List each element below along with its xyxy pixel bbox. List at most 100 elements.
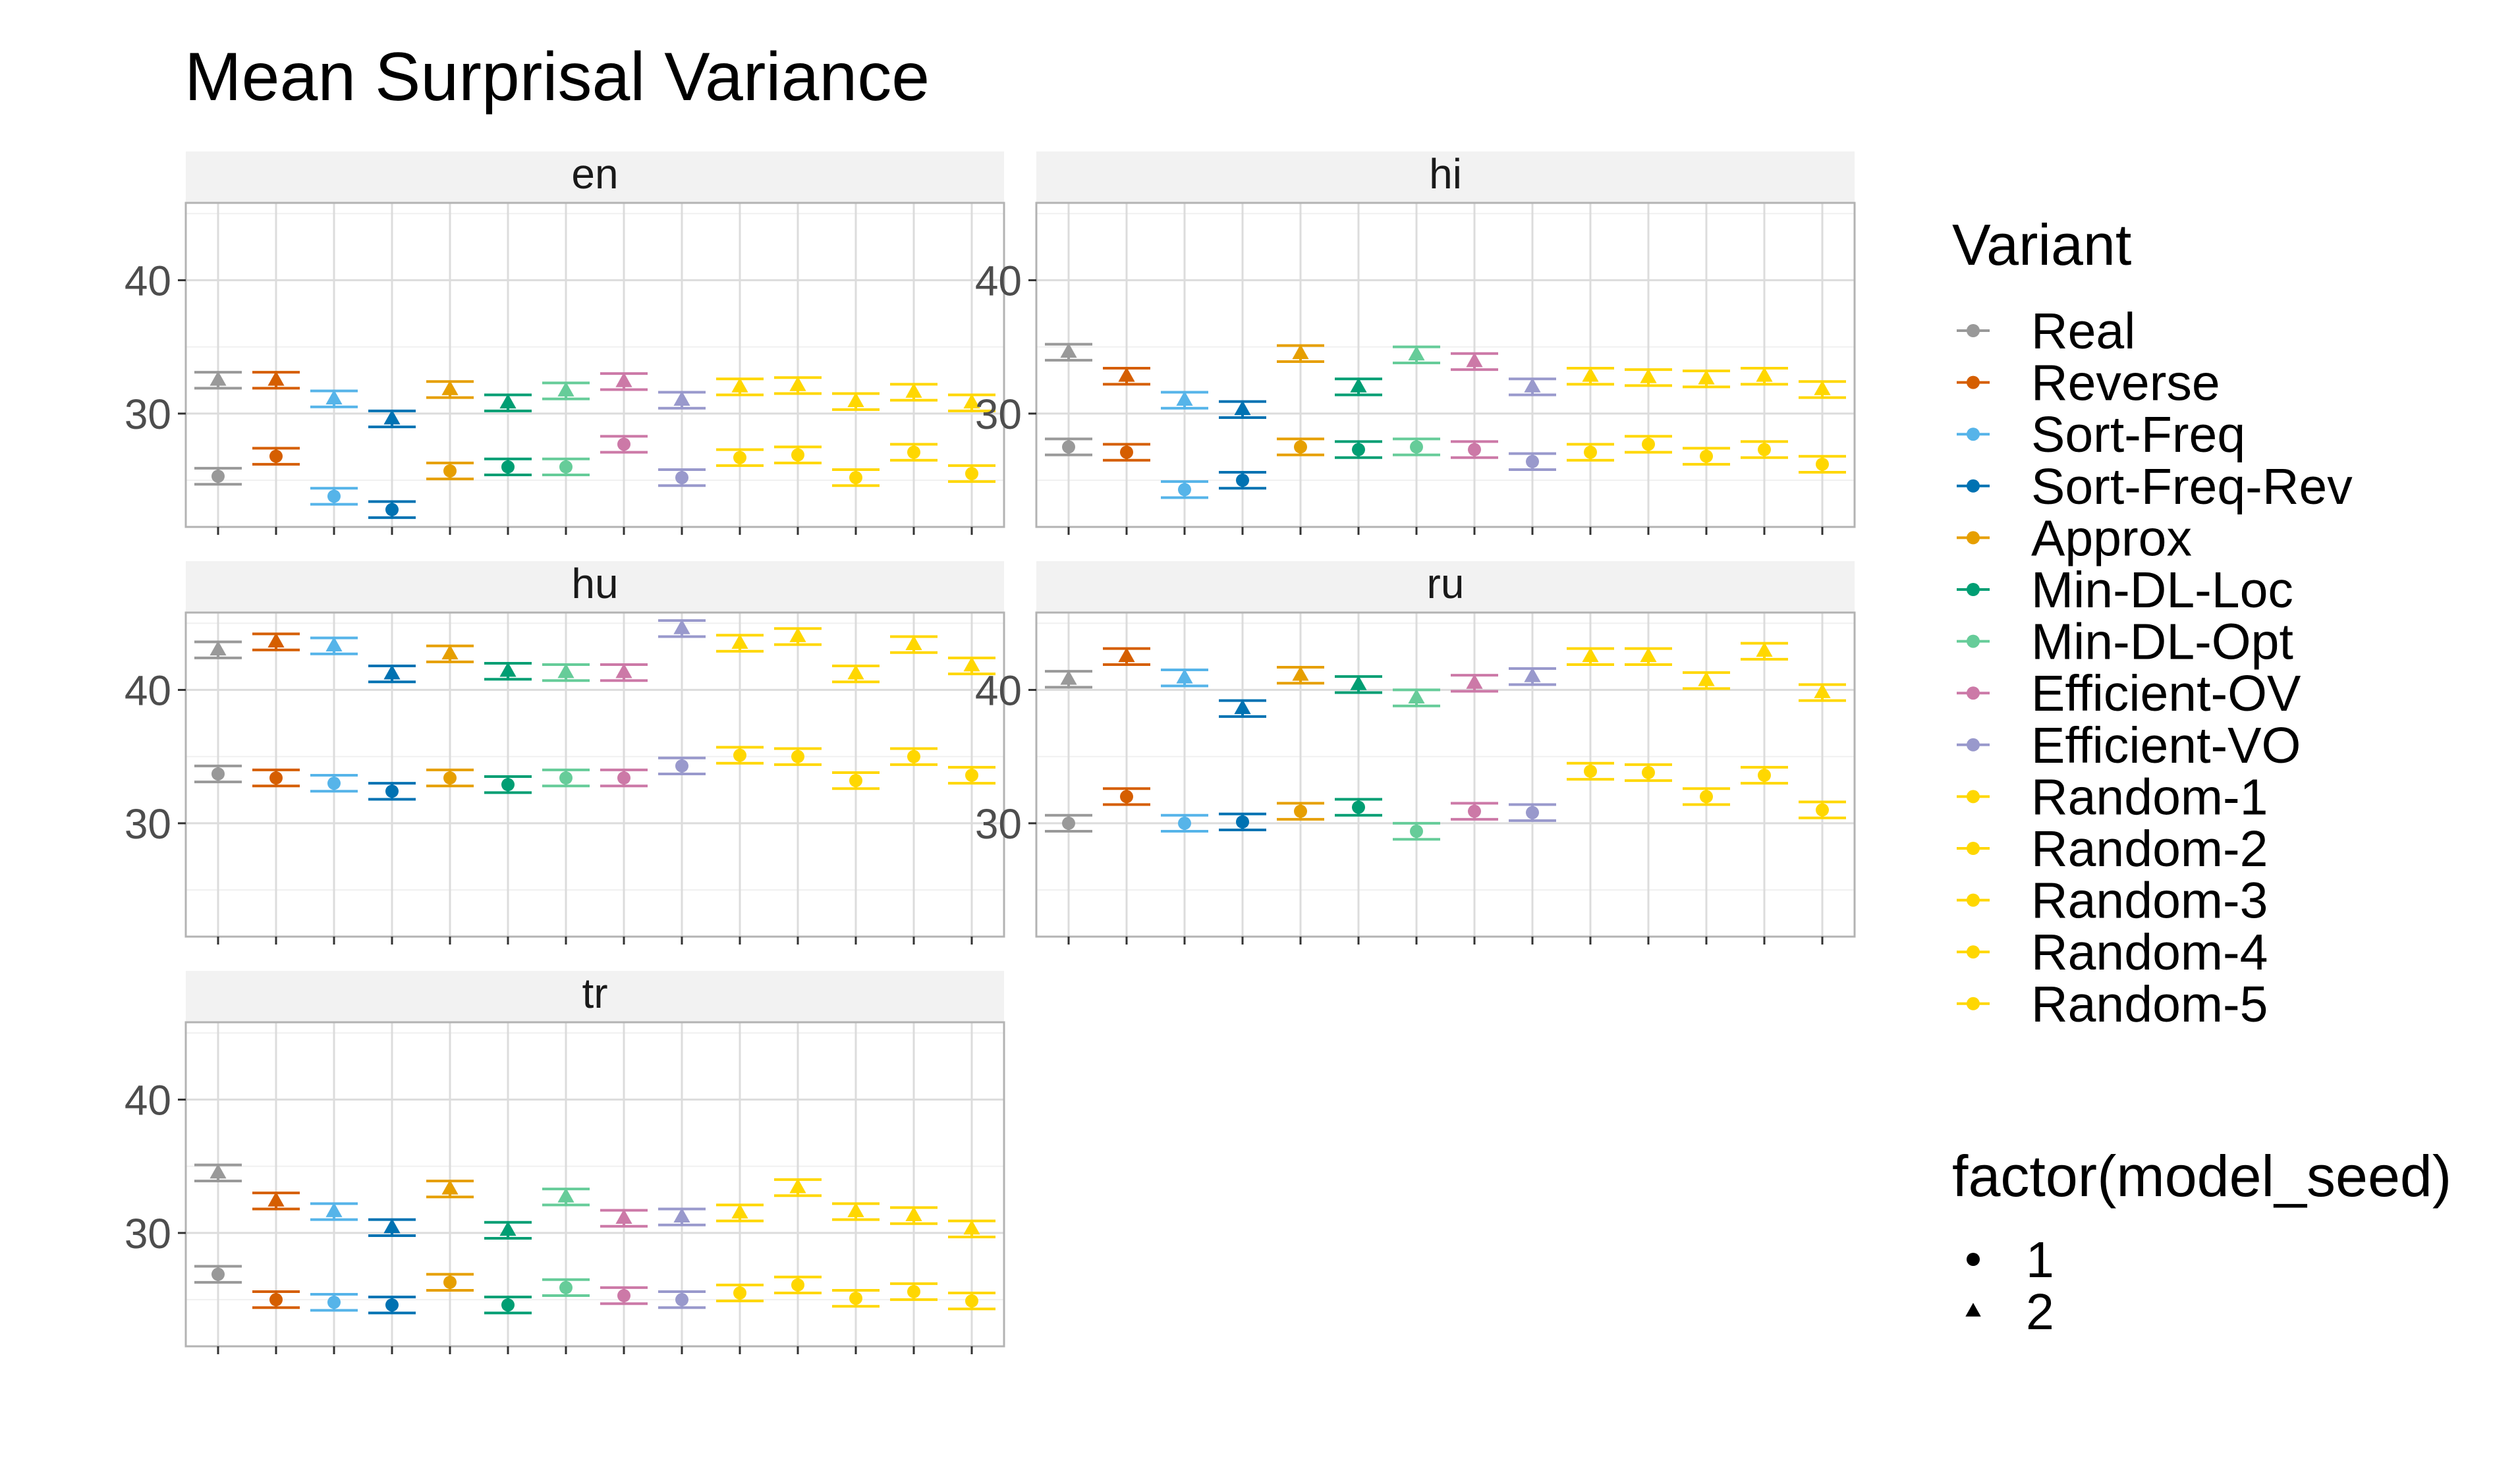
data-point-seed-1 xyxy=(1642,437,1655,451)
legend-key-point xyxy=(1967,945,1980,959)
data-point-seed-2 xyxy=(1814,683,1831,698)
data-point-seed-2 xyxy=(267,632,285,647)
data-point-seed-1 xyxy=(675,471,688,485)
data-point-seed-2 xyxy=(499,662,517,677)
facet-strip xyxy=(1036,151,1855,203)
data-point-seed-1 xyxy=(965,467,978,481)
legend-label: Reverse xyxy=(2031,355,2220,412)
data-point-seed-1 xyxy=(1294,804,1307,818)
legend-label: Approx xyxy=(2031,510,2192,566)
data-point-seed-1 xyxy=(211,1267,225,1281)
legend-key-point xyxy=(1967,842,1980,855)
data-point-seed-1 xyxy=(1642,765,1655,779)
data-point-seed-1 xyxy=(1352,443,1365,456)
legend-key-point xyxy=(1967,738,1980,752)
seed-legend-item-2: 2 xyxy=(1965,1284,2054,1340)
data-point-seed-2 xyxy=(789,627,806,642)
data-point-seed-2 xyxy=(383,410,401,425)
data-point-seed-1 xyxy=(907,750,920,763)
y-tick-label: 40 xyxy=(125,667,171,714)
data-point-seed-1 xyxy=(791,1278,804,1292)
data-point-seed-2 xyxy=(1118,367,1135,382)
data-point-seed-2 xyxy=(673,619,690,634)
data-point-seed-1 xyxy=(675,759,688,773)
data-point-seed-2 xyxy=(499,1221,517,1236)
seed-legend-item-1: 1 xyxy=(1967,1232,2054,1288)
data-point-seed-2 xyxy=(905,635,922,650)
data-point-seed-1 xyxy=(733,1286,746,1300)
data-point-seed-2 xyxy=(1234,699,1251,715)
legend-item-random-5: Random-5 xyxy=(1957,976,2268,1033)
panel-border xyxy=(184,611,1005,938)
data-point-seed-2 xyxy=(1640,368,1657,383)
legend-item-min-dl-loc: Min-DL-Loc xyxy=(1957,562,2293,618)
data-point-seed-1 xyxy=(1468,443,1481,456)
data-point-seed-1 xyxy=(559,771,573,785)
y-tick-label: 30 xyxy=(125,800,171,848)
legend-label: Efficient-OV xyxy=(2031,665,2301,722)
data-point-seed-1 xyxy=(269,1293,283,1307)
facet-strip xyxy=(186,151,1004,203)
data-point-seed-2 xyxy=(905,1206,922,1221)
facet-label: tr xyxy=(582,970,607,1017)
data-point-seed-1 xyxy=(733,748,746,762)
data-point-seed-2 xyxy=(267,1192,285,1207)
data-point-seed-1 xyxy=(1468,804,1481,818)
y-tick-label: 30 xyxy=(975,800,1022,848)
data-point-seed-1 xyxy=(675,1293,688,1307)
data-point-seed-1 xyxy=(385,1298,399,1312)
y-tick-label: 40 xyxy=(975,257,1022,304)
data-point-seed-2 xyxy=(1408,345,1425,361)
y-tick-label: 40 xyxy=(125,257,171,304)
data-point-seed-1 xyxy=(327,489,341,503)
data-point-seed-1 xyxy=(501,778,515,792)
legend-label: Sort-Freq-Rev xyxy=(2031,458,2353,515)
legend-key-point xyxy=(1967,790,1980,804)
data-point-seed-2 xyxy=(1582,647,1599,663)
data-point-seed-1 xyxy=(211,767,225,781)
data-point-seed-2 xyxy=(731,634,748,649)
y-tick-label: 40 xyxy=(125,1076,171,1124)
circle-shape-key xyxy=(1967,1253,1980,1266)
data-point-seed-1 xyxy=(1700,790,1713,804)
data-point-seed-2 xyxy=(615,663,632,678)
data-point-seed-2 xyxy=(557,663,574,678)
legend-item-random-2: Random-2 xyxy=(1957,821,2268,877)
variant-legend-title: Variant xyxy=(1952,212,2131,277)
data-point-seed-1 xyxy=(849,471,862,485)
data-point-seed-2 xyxy=(1466,674,1483,689)
data-point-seed-1 xyxy=(1816,457,1829,471)
legend-item-reverse: Reverse xyxy=(1957,355,2220,412)
data-point-seed-2 xyxy=(210,371,227,386)
panel-border xyxy=(184,1021,1005,1348)
data-point-seed-1 xyxy=(269,449,283,463)
y-tick-label: 30 xyxy=(125,1210,171,1257)
panel-tr: tr 30 40 xyxy=(125,970,1005,1354)
data-point-seed-2 xyxy=(1698,671,1715,686)
data-point-seed-2 xyxy=(1350,377,1367,393)
data-point-seed-2 xyxy=(1582,367,1599,382)
panel-border xyxy=(1035,611,1856,938)
data-point-seed-2 xyxy=(1176,391,1193,406)
data-point-seed-2 xyxy=(267,371,285,386)
data-point-seed-2 xyxy=(1060,343,1077,358)
data-point-seed-1 xyxy=(443,464,457,478)
data-point-seed-1 xyxy=(1526,454,1539,468)
data-point-seed-1 xyxy=(1120,790,1133,804)
data-point-seed-1 xyxy=(1758,443,1771,456)
data-point-seed-2 xyxy=(789,376,806,391)
data-point-seed-2 xyxy=(325,636,343,652)
data-point-seed-2 xyxy=(673,391,690,406)
data-point-seed-1 xyxy=(385,784,399,798)
data-point-seed-1 xyxy=(849,1292,862,1305)
data-point-seed-1 xyxy=(617,437,630,451)
data-point-seed-1 xyxy=(1526,806,1539,819)
data-point-seed-1 xyxy=(965,769,978,782)
legend-item-real: Real xyxy=(1957,303,2135,360)
data-point-seed-2 xyxy=(1292,344,1309,360)
data-point-seed-1 xyxy=(443,771,457,785)
legend-key-point xyxy=(1967,531,1980,545)
data-point-seed-2 xyxy=(1234,400,1251,416)
data-point-seed-2 xyxy=(847,392,864,408)
